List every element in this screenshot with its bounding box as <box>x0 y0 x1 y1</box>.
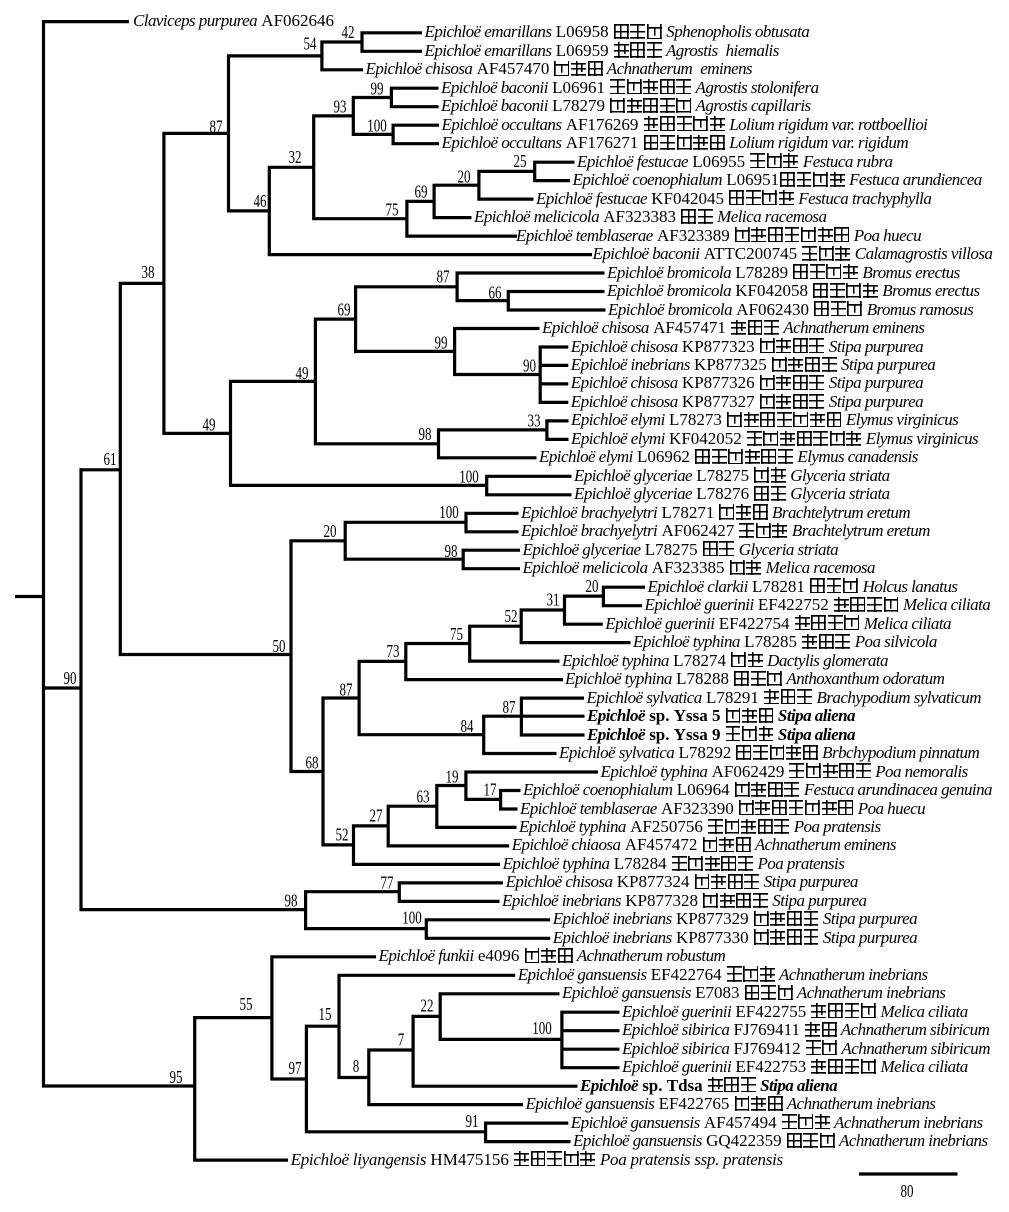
svg-text:100: 100 <box>459 467 479 486</box>
svg-text:8: 8 <box>353 1057 360 1076</box>
svg-text:98: 98 <box>284 892 297 911</box>
svg-text:87: 87 <box>339 680 352 699</box>
svg-text:80: 80 <box>900 1182 913 1201</box>
svg-text:15: 15 <box>318 1005 331 1024</box>
svg-text:99: 99 <box>370 79 383 98</box>
svg-text:20: 20 <box>585 577 598 596</box>
svg-text:73: 73 <box>386 642 399 661</box>
svg-text:68: 68 <box>305 753 318 772</box>
svg-text:98: 98 <box>418 425 431 444</box>
svg-text:49: 49 <box>202 416 215 435</box>
svg-text:50: 50 <box>272 637 285 656</box>
svg-text:100: 100 <box>367 117 387 136</box>
svg-text:69: 69 <box>337 301 350 320</box>
svg-text:98: 98 <box>444 542 457 561</box>
svg-text:87: 87 <box>436 268 449 287</box>
svg-text:31: 31 <box>546 591 559 610</box>
svg-text:17: 17 <box>483 781 496 800</box>
svg-text:52: 52 <box>504 607 517 626</box>
svg-text:20: 20 <box>323 522 336 541</box>
svg-text:75: 75 <box>450 625 463 644</box>
svg-text:42: 42 <box>341 23 354 42</box>
svg-text:27: 27 <box>369 807 382 826</box>
svg-text:87: 87 <box>502 698 515 717</box>
svg-text:46: 46 <box>253 192 266 211</box>
svg-text:22: 22 <box>420 997 433 1016</box>
svg-text:90: 90 <box>523 357 536 376</box>
svg-text:38: 38 <box>141 263 154 282</box>
svg-text:7: 7 <box>398 1031 405 1050</box>
svg-text:19: 19 <box>445 768 458 787</box>
svg-text:75: 75 <box>385 201 398 220</box>
svg-text:100: 100 <box>439 503 459 522</box>
svg-text:100: 100 <box>402 908 422 927</box>
svg-text:52: 52 <box>335 826 348 845</box>
svg-text:49: 49 <box>295 364 308 383</box>
svg-text:100: 100 <box>532 1019 552 1038</box>
svg-text:69: 69 <box>414 183 427 202</box>
svg-text:32: 32 <box>288 148 301 167</box>
svg-text:84: 84 <box>460 717 473 736</box>
svg-text:91: 91 <box>465 1112 478 1131</box>
svg-text:95: 95 <box>169 1068 182 1087</box>
svg-text:20: 20 <box>457 168 470 187</box>
svg-text:55: 55 <box>239 995 252 1014</box>
svg-text:61: 61 <box>103 450 116 469</box>
svg-text:25: 25 <box>513 152 526 171</box>
svg-text:99: 99 <box>434 334 447 353</box>
svg-text:90: 90 <box>63 669 76 688</box>
svg-text:77: 77 <box>380 873 393 892</box>
svg-text:93: 93 <box>333 98 346 117</box>
svg-text:87: 87 <box>209 118 222 137</box>
svg-text:97: 97 <box>288 1059 301 1078</box>
svg-text:54: 54 <box>303 35 316 54</box>
svg-text:33: 33 <box>527 412 540 431</box>
svg-text:63: 63 <box>416 788 429 807</box>
svg-text:66: 66 <box>488 284 501 303</box>
